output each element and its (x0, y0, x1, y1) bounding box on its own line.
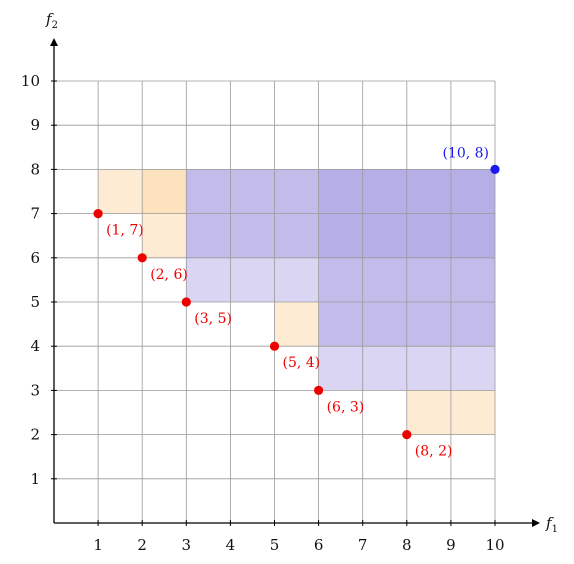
y-tick-label-4: 4 (30, 337, 40, 355)
x-tick-label-1: 1 (93, 536, 103, 554)
x-tick-label-7: 7 (358, 536, 368, 554)
y-tick-label-6: 6 (30, 249, 40, 267)
x-tick-label-6: 6 (314, 536, 324, 554)
solution-point-5-4 (269, 341, 280, 351)
x-tick-label-4: 4 (226, 536, 236, 554)
axes: f1 f2 (45, 10, 558, 535)
x-tick-label-8: 8 (402, 536, 412, 554)
reference-point-label: (10, 8) (442, 145, 489, 161)
points: (1, 7) (2, 6) (3, 5) (5, 4) (6, 3) (8, 2) (10,… (93, 145, 500, 460)
reference-point (490, 164, 500, 174)
x-axis-label: f1 (545, 514, 558, 535)
solution-label-3-5: (3, 5) (194, 311, 232, 327)
x-axis-arrow (532, 519, 540, 527)
x-tick-label-9: 9 (446, 536, 456, 554)
solution-point-8-2 (402, 430, 412, 440)
y-tick-label-5: 5 (30, 293, 40, 311)
solution-point-2-6 (137, 253, 147, 263)
solution-point-6-3 (314, 385, 324, 395)
y-tick-label-2: 2 (30, 426, 40, 444)
y-tick-label-3: 3 (30, 381, 40, 399)
solution-point-1-7 (93, 209, 103, 219)
x-tick-label-5: 5 (270, 536, 280, 554)
tick-labels: 1 2 3 4 5 6 7 8 9 10 1 2 3 4 5 6 7 8 9 10 (21, 72, 505, 554)
solution-label-1-7: (1, 7) (106, 223, 144, 239)
y-tick-label-7: 7 (30, 205, 40, 223)
y-tick-label-10: 10 (21, 72, 40, 90)
solution-label-2-6: (2, 6) (150, 267, 188, 283)
grid (54, 80, 496, 523)
box-3-5 (186, 169, 496, 302)
box-5-4 (274, 302, 319, 347)
y-tick-label-1: 1 (30, 470, 40, 488)
y-axis-arrow (50, 38, 58, 46)
x-tick-label-10: 10 (485, 536, 504, 554)
solution-label-5-4: (5, 4) (283, 355, 321, 371)
x-tick-label-3: 3 (182, 536, 192, 554)
solution-point-3-5 (181, 297, 191, 307)
y-tick-label-8: 8 (30, 160, 40, 178)
solution-label-6-3: (6, 3) (327, 399, 365, 415)
y-axis-label: f2 (45, 10, 58, 31)
x-tick-label-2: 2 (137, 536, 147, 554)
y-tick-label-9: 9 (30, 116, 40, 134)
solution-label-8-2: (8, 2) (415, 444, 453, 460)
